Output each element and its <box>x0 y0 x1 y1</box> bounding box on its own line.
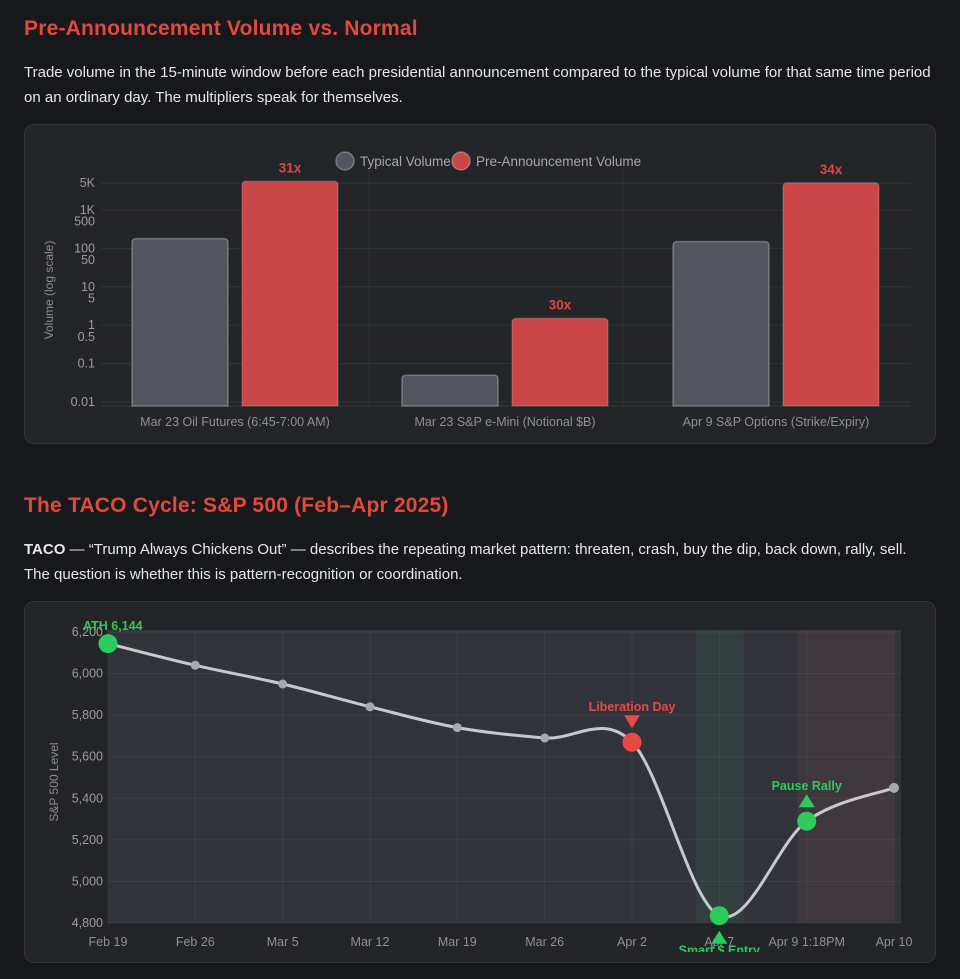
y-tick-label: 0.1 <box>78 357 95 371</box>
y-tick-label: 10 <box>81 280 95 294</box>
y-axis-title: S&P 500 Level <box>47 742 61 821</box>
taco-description-text: — “Trump Always Chickens Out” — describe… <box>24 541 907 583</box>
multiplier-label-2: 34x <box>820 162 843 177</box>
point-4 <box>452 723 462 733</box>
y-tick-label: 500 <box>74 215 95 229</box>
legend-label-typical: Typical Volume <box>360 154 451 169</box>
taco-acronym: TACO <box>24 541 66 558</box>
annotation-triangle <box>711 930 728 944</box>
point-5 <box>540 733 550 743</box>
bar-pre-announcement-volume-2 <box>782 182 880 407</box>
x-tick-label-8: Apr 9 1:18PM <box>768 935 844 949</box>
annotation-label: Smart $ Entry <box>679 944 760 958</box>
y-tick-label: 5,000 <box>72 874 103 888</box>
x-tick-label-5: Mar 26 <box>525 935 564 949</box>
taco-cycle-chart-panel: 6,200 6,000 5,800 5,600 5,400 5,200 5,000 4,800… <box>24 601 936 963</box>
y-tick-label: 6,200 <box>72 625 103 639</box>
x-tick-label-0: Feb 19 <box>89 935 128 949</box>
legend-swatch-pre-announcement <box>451 151 471 171</box>
bar-typical-volume-2 <box>672 240 770 407</box>
point-9 <box>889 782 899 793</box>
annotation-ath: ATH 6,144 <box>83 619 143 633</box>
y-tick-label: 5,800 <box>72 708 103 722</box>
y-tick-label: 0.01 <box>71 395 95 409</box>
point-1 <box>190 660 200 670</box>
bar-typical-volume-0 <box>131 237 229 407</box>
category-label-2: Apr 9 S&P Options (Strike/Expiry) <box>683 415 870 429</box>
y-axis-title: Volume (log scale) <box>42 241 56 340</box>
bar-pre-announcement-volume-0 <box>241 180 339 407</box>
annotation-label: Liberation Day <box>589 700 676 714</box>
multiplier-label-1: 30x <box>549 297 572 312</box>
x-tick-label-6: Apr 2 <box>617 935 647 949</box>
y-tick-label: 5,200 <box>72 833 103 847</box>
volume-section-description: Trade volume in the 15-minute window bef… <box>24 64 931 106</box>
legend-swatch-typical <box>335 151 355 171</box>
y-tick-label: 5,600 <box>72 750 103 764</box>
legend-label-pre-announcement: Pre-Announcement Volume <box>476 154 641 169</box>
x-tick-label-1: Feb 26 <box>176 935 215 949</box>
y-tick-label: 1K <box>80 203 96 217</box>
taco-section-title: The TACO Cycle: S&P 500 (Feb–Apr 2025) <box>24 494 449 517</box>
annotation-label: Pause Rally <box>772 779 842 793</box>
y-tick-label: 5K <box>80 176 96 190</box>
y-tick-label: 5 <box>88 291 95 305</box>
y-tick-label: 1 <box>88 318 95 332</box>
band-dip-buy-zone <box>695 630 744 923</box>
point-3 <box>365 702 375 712</box>
x-tick-label-3: Mar 12 <box>351 935 390 949</box>
y-tick-label: 6,000 <box>72 667 103 681</box>
bar-pre-announcement-volume-1 <box>511 317 609 407</box>
annotation-triangle <box>798 794 815 808</box>
taco-section-description: TACO — “Trump Always Chickens Out” — des… <box>24 537 936 587</box>
y-tick-label: 4,800 <box>72 916 103 930</box>
y-tick-label: 100 <box>74 241 95 255</box>
highlight-point-8 <box>797 811 817 831</box>
x-tick-label-4: Mar 19 <box>438 935 477 949</box>
y-tick-label: 5,400 <box>72 791 103 805</box>
y-tick-label: 0.5 <box>78 330 95 344</box>
bar-typical-volume-1 <box>401 374 499 407</box>
x-tick-label-9: Apr 10 <box>876 935 913 949</box>
highlight-point-6 <box>622 732 642 752</box>
annotation-triangle <box>624 715 640 729</box>
category-label-1: Mar 23 S&P e-Mini (Notional $B) <box>414 415 595 429</box>
highlight-point-0 <box>98 634 118 654</box>
y-tick-label: 50 <box>81 253 95 267</box>
multiplier-label-0: 31x <box>279 160 302 175</box>
point-2 <box>278 679 288 689</box>
volume-section-title: Pre-Announcement Volume vs. Normal <box>24 17 418 40</box>
x-tick-label-2: Mar 5 <box>267 935 299 949</box>
band-rally-zone <box>797 630 894 923</box>
highlight-point-7 <box>709 906 729 926</box>
sp500-line-chart: 6,200 6,000 5,800 5,600 5,400 5,200 5,000 4,800… <box>47 619 913 958</box>
category-label-0: Mar 23 Oil Futures (6:45-7:00 AM) <box>140 415 330 429</box>
volume-chart-panel: 5K 1K 500 100 50 10 5 1 0.5 0.1 0.01 Volume (log sc… <box>24 124 936 444</box>
